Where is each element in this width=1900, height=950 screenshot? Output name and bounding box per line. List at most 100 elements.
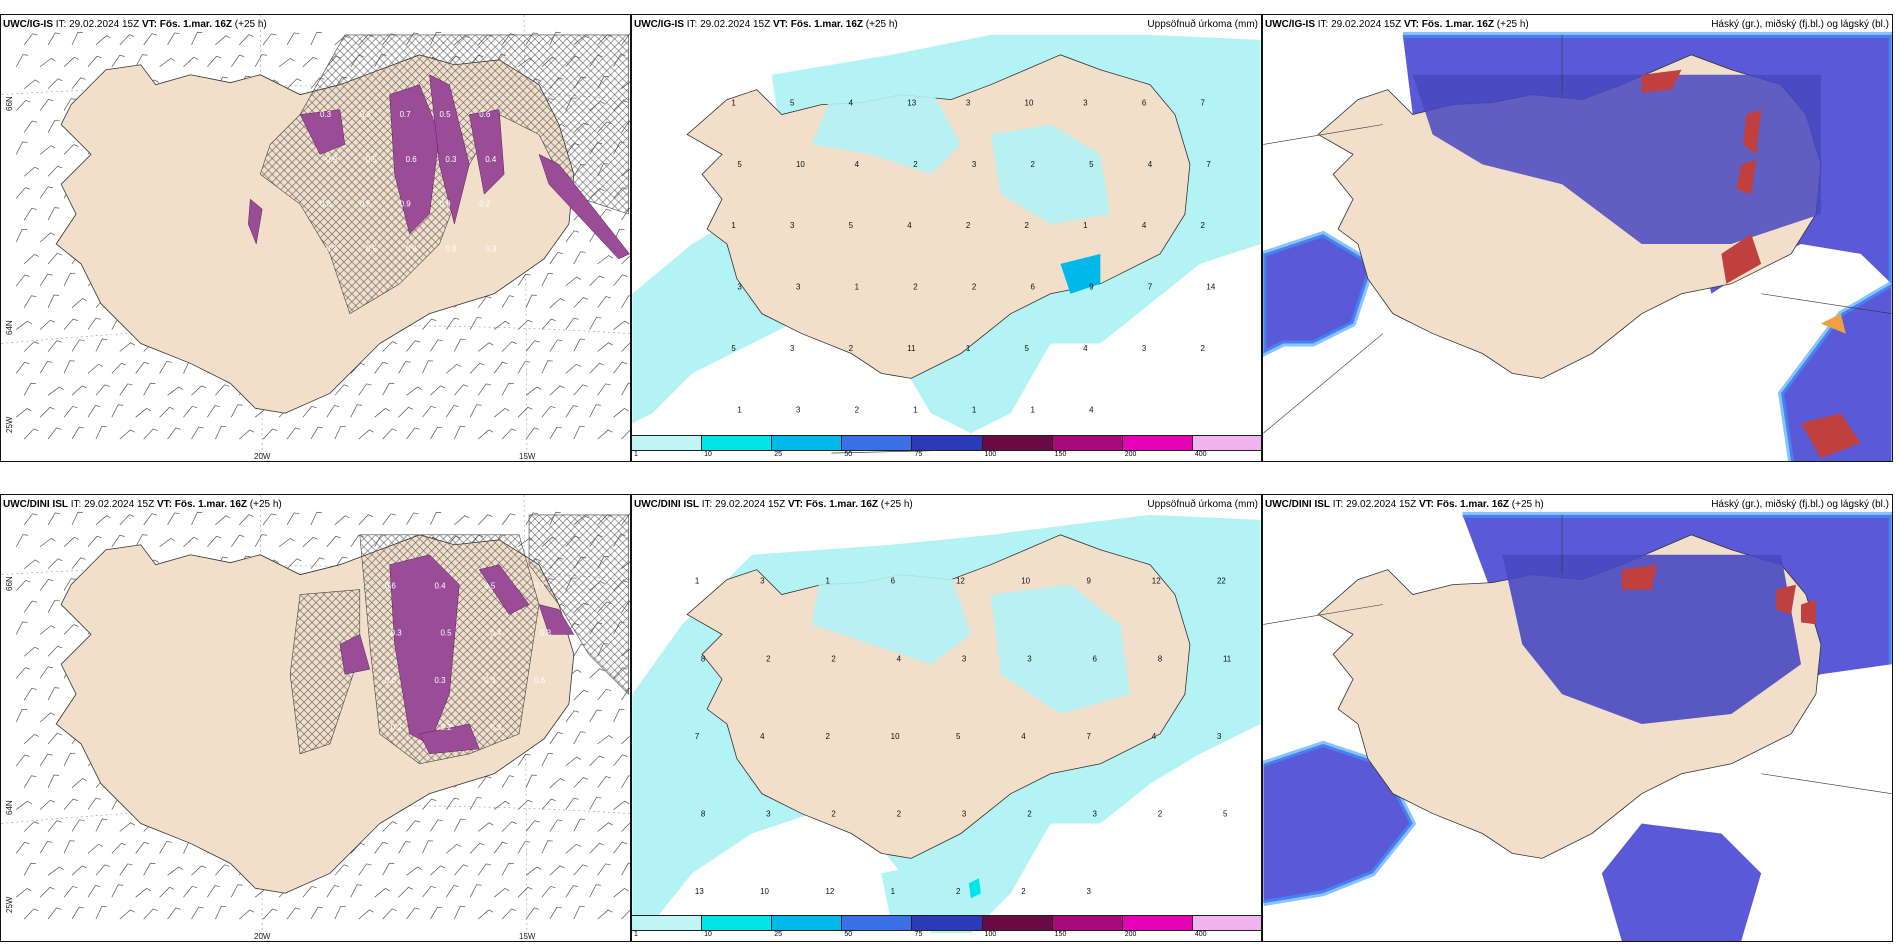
wind-barb: [23, 821, 39, 832]
colorbar-swatch: [1191, 435, 1261, 451]
wind-barb: [525, 340, 540, 352]
wind-barb: [517, 886, 533, 898]
value-label: 4: [907, 221, 912, 230]
wind-barb: [254, 54, 267, 67]
wind-barb: [565, 756, 582, 767]
wind-barb: [95, 338, 108, 352]
colorbar-tick-label: 400: [1194, 931, 1207, 938]
value-label: 1: [1083, 221, 1088, 230]
wind-barb: [207, 535, 222, 547]
wind-barb: [143, 428, 158, 440]
wind-barb: [47, 427, 62, 440]
wind-barb: [613, 274, 628, 287]
wind-barb: [406, 340, 421, 352]
wind-barb: [159, 841, 172, 854]
value-label: 0.2: [440, 723, 452, 732]
wind-barb: [597, 735, 614, 745]
wind-barb: [549, 778, 565, 788]
value-label: 3: [790, 221, 795, 230]
value-label: 4: [1083, 344, 1088, 353]
wind-barb: [334, 384, 349, 396]
wind-barb: [191, 511, 203, 526]
map-panel-wind[interactable]: UWC/IG-IS IT: 29.02.2024 15Z VT: Fös. 1.…: [0, 14, 631, 462]
wind-barb: [501, 908, 517, 920]
wind-barb: [15, 100, 31, 111]
wind-barb: [39, 273, 53, 286]
wind-barb: [39, 579, 54, 591]
cloud-map: [1263, 511, 1892, 941]
wind-barb: [573, 338, 586, 352]
wind-barb: [422, 405, 437, 418]
wind-barb: [525, 512, 539, 526]
wind-barb: [16, 800, 32, 810]
wind-barb: [47, 32, 61, 46]
wind-barb: [23, 688, 37, 701]
value-label: 1: [737, 405, 742, 414]
wind-barb: [286, 558, 302, 569]
wind-barb: [47, 774, 59, 788]
wind-barb: [87, 885, 101, 898]
wind-barb: [573, 689, 589, 701]
wind-barb: [613, 754, 628, 767]
wind-barb: [47, 645, 63, 657]
wind-barb: [239, 429, 255, 440]
colorbar-tick-label: 400: [1194, 451, 1207, 458]
map-panel-precip[interactable]: UWC/IG-IS IT: 29.02.2024 15Z VT: Fös. 1.…: [631, 14, 1262, 462]
wind-barb: [183, 885, 198, 898]
wind-barb: [589, 797, 602, 810]
value-label: 6: [1092, 654, 1097, 663]
wind-barb: [374, 408, 390, 418]
value-label: 2: [855, 405, 860, 414]
value-label: 6: [1142, 98, 1147, 107]
value-label: 2: [897, 810, 902, 819]
value-label: 0.3: [360, 110, 372, 119]
wind-barb: [95, 384, 110, 396]
wind-barb: [238, 514, 254, 526]
value-label: 4: [897, 654, 902, 663]
wind-barb: [517, 319, 533, 330]
wind-barb: [111, 54, 125, 67]
high-cloud-patches: [1641, 69, 1861, 459]
value-label: 0.6: [385, 676, 397, 685]
wind-barb: [597, 822, 613, 832]
value-label: 5: [956, 732, 961, 741]
wind-barb: [15, 361, 30, 374]
wind-barb: [47, 558, 63, 569]
map-panel-wind[interactable]: UWC/DINI ISL IT: 29.02.2024 15Z VT: Fös.…: [0, 494, 631, 942]
wind-barb: [302, 56, 318, 68]
wind-barb: [71, 557, 86, 569]
wind-barb: [71, 426, 85, 440]
map-panel-precip[interactable]: UWC/DINI ISL IT: 29.02.2024 15Z VT: Fös.…: [631, 494, 1262, 942]
high-cloud-patches: [1621, 564, 1816, 625]
wind-barb: [446, 317, 460, 330]
wind-barb: [63, 885, 78, 898]
wind-barb: [525, 386, 542, 396]
wind-barb: [501, 341, 517, 352]
value-label: 2: [1025, 221, 1030, 230]
map-panel-clouds[interactable]: UWC/IG-IS IT: 29.02.2024 15Z VT: Fös. 1.…: [1262, 14, 1893, 462]
wind-barb: [47, 512, 61, 526]
wind-barb: [143, 513, 157, 526]
wind-barb: [589, 275, 605, 287]
wind-barb: [589, 668, 605, 679]
wind-barb: [15, 754, 30, 767]
wind-barb: [326, 405, 340, 418]
wind-barb: [231, 54, 245, 67]
wind-barb: [39, 799, 56, 810]
wind-barb: [23, 734, 40, 745]
value-label: 0.6: [385, 581, 397, 590]
wind-barb: [358, 863, 372, 876]
value-label: 0.5: [360, 200, 372, 209]
value-label: 0.3: [326, 244, 338, 253]
wind-barb: [565, 317, 579, 330]
map-panel-clouds[interactable]: UWC/DINI ISL IT: 29.02.2024 15Z VT: Fös.…: [1262, 494, 1893, 942]
wind-barb: [446, 843, 462, 854]
wind-barb: [95, 35, 111, 46]
wind-barb: [63, 144, 79, 155]
wind-barb: [47, 732, 63, 745]
wind-barb: [63, 318, 78, 330]
panel-title: UWC/IG-IS IT: 29.02.2024 15Z VT: Fös. 1.…: [634, 19, 898, 30]
wind-barb: [589, 317, 602, 330]
wind-barb: [191, 385, 207, 396]
wind-barb: [477, 863, 492, 876]
